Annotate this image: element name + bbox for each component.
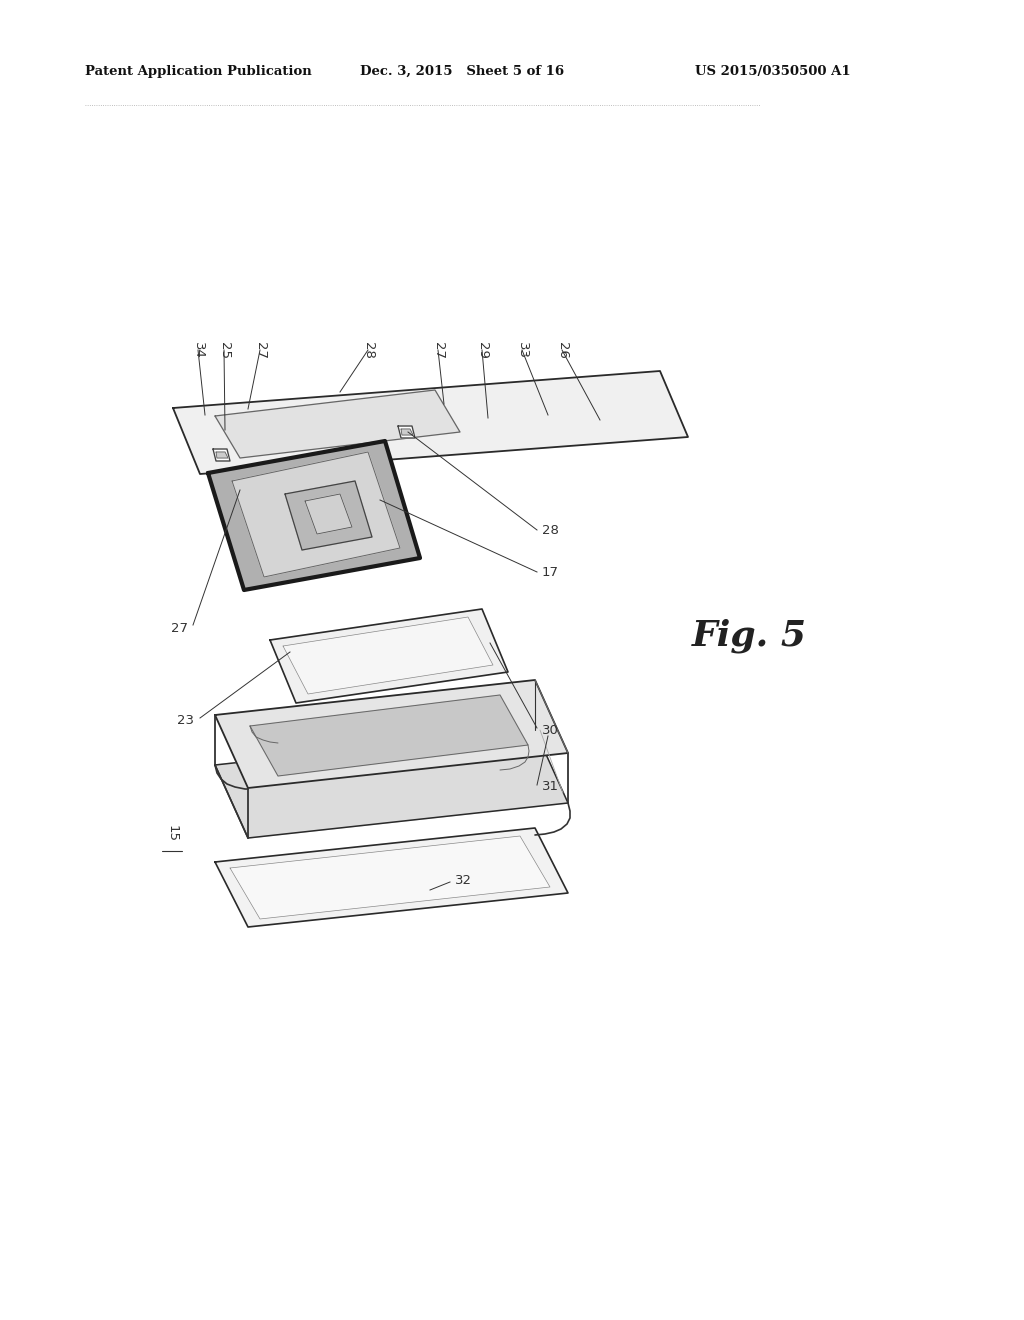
Text: 27: 27 [254, 342, 266, 359]
Polygon shape [173, 371, 688, 474]
Text: 27: 27 [171, 622, 188, 635]
Text: 25: 25 [217, 342, 230, 359]
Polygon shape [215, 389, 460, 458]
Text: 34: 34 [191, 342, 205, 359]
Text: 27: 27 [431, 342, 444, 359]
Polygon shape [250, 696, 528, 776]
Text: Patent Application Publication: Patent Application Publication [85, 65, 311, 78]
Polygon shape [270, 609, 508, 704]
Text: 26: 26 [555, 342, 568, 359]
Text: Fig. 5: Fig. 5 [692, 619, 807, 653]
Text: 33: 33 [515, 342, 528, 359]
Text: Dec. 3, 2015   Sheet 5 of 16: Dec. 3, 2015 Sheet 5 of 16 [360, 65, 564, 78]
Polygon shape [285, 480, 372, 550]
Text: 28: 28 [361, 342, 375, 359]
Polygon shape [213, 449, 230, 461]
Polygon shape [398, 426, 415, 438]
Text: 15: 15 [166, 825, 178, 842]
Text: 31: 31 [542, 780, 559, 793]
Polygon shape [216, 451, 228, 458]
Polygon shape [215, 680, 568, 788]
Text: 30: 30 [542, 723, 559, 737]
Text: 29: 29 [475, 342, 488, 359]
Polygon shape [215, 828, 568, 927]
Polygon shape [208, 441, 420, 590]
Polygon shape [232, 451, 400, 577]
Text: 32: 32 [455, 874, 472, 887]
Polygon shape [283, 616, 493, 694]
Text: 28: 28 [542, 524, 559, 536]
Polygon shape [215, 730, 568, 838]
Text: 23: 23 [177, 714, 194, 727]
Polygon shape [401, 429, 413, 436]
Polygon shape [305, 494, 352, 535]
Text: 17: 17 [542, 565, 559, 578]
Polygon shape [230, 836, 550, 919]
Text: US 2015/0350500 A1: US 2015/0350500 A1 [695, 65, 851, 78]
